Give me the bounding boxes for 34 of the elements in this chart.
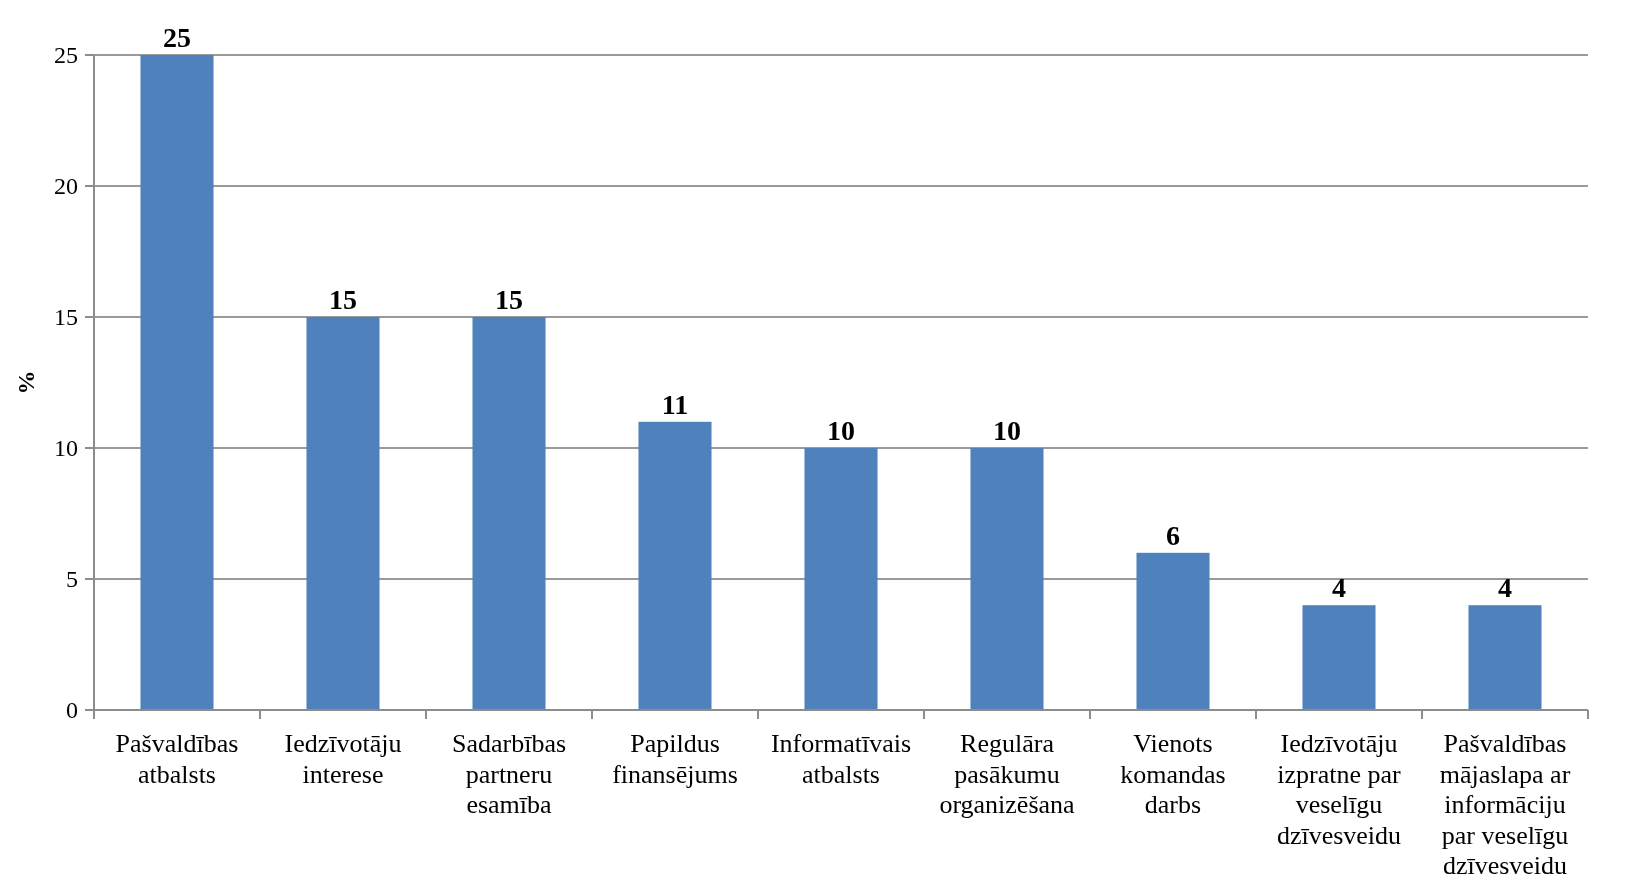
y-tick-label: 25 xyxy=(54,42,78,69)
bar xyxy=(472,317,546,710)
y-tick-label: 10 xyxy=(54,435,78,462)
data-label: 4 xyxy=(1498,572,1512,604)
data-label: 10 xyxy=(827,415,855,446)
x-tick-label: Iedzīvotāju interese xyxy=(284,729,402,789)
data-label: 15 xyxy=(329,284,357,315)
x-tick-label: Regulāra pasākumu organizēšana xyxy=(939,729,1076,819)
x-tick-label: Pašvaldības mājaslapa ar informāciju par veselīgu dzīvesveidu xyxy=(1439,729,1571,877)
bar xyxy=(1302,605,1376,710)
data-label: 10 xyxy=(993,415,1021,446)
y-tick-label: 0 xyxy=(66,697,78,724)
bar xyxy=(1468,605,1542,710)
data-label: 15 xyxy=(495,284,523,315)
x-tick-label: Pašvaldības atbalsts xyxy=(115,729,239,789)
y-tick-label: 20 xyxy=(54,173,78,200)
x-tick-label: Informatīvais atbalsts xyxy=(770,729,912,789)
y-tick-label: 15 xyxy=(54,304,78,331)
data-label: 6 xyxy=(1166,519,1180,551)
x-tick-label: Vienots komandas darbs xyxy=(1120,729,1226,819)
bar xyxy=(804,448,878,710)
x-tick-label: Sadarbības partneru esamība xyxy=(451,729,567,819)
x-tick-label: Papildus finansējums xyxy=(612,729,738,789)
y-axis-title: % xyxy=(13,370,40,395)
data-label: 4 xyxy=(1332,572,1346,604)
y-tick-label: 5 xyxy=(66,566,78,593)
bar xyxy=(306,317,380,710)
bar xyxy=(970,448,1044,710)
data-label: 11 xyxy=(661,388,689,420)
bar xyxy=(1136,552,1210,710)
bar xyxy=(140,55,214,710)
bar xyxy=(638,421,712,710)
x-tick-label: Iedzīvotāju izpratne par veselīgu dzīvesveidu xyxy=(1276,729,1402,850)
data-label: 25 xyxy=(163,22,191,53)
